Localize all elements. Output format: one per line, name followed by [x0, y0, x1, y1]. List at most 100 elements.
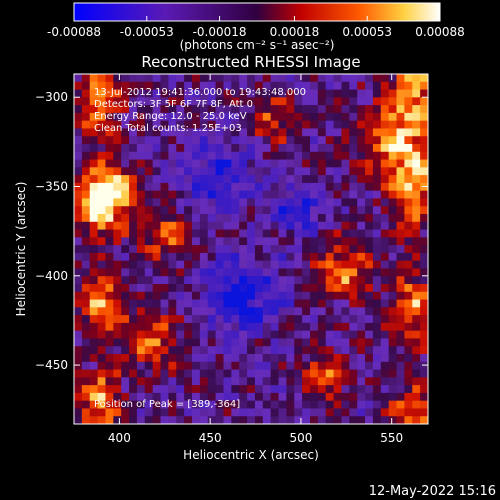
heatmap-cell	[357, 276, 366, 285]
heatmap-cell	[247, 400, 256, 410]
heatmap-cell	[144, 136, 154, 145]
heatmap-cell	[223, 214, 232, 223]
heatmap-cell	[333, 89, 343, 98]
heatmap-cell	[412, 167, 421, 176]
heatmap-cell	[262, 338, 272, 347]
heatmap-cell	[310, 307, 319, 316]
heatmap-cell	[129, 237, 138, 246]
heatmap-cell	[254, 385, 264, 394]
heatmap-cell	[192, 144, 201, 153]
heatmap-cell	[310, 354, 319, 363]
heatmap-cell	[278, 206, 287, 215]
heatmap-cell	[372, 198, 382, 207]
heatmap-cell	[262, 81, 272, 91]
heatmap-cell	[223, 74, 232, 83]
heatmap-cell	[294, 221, 303, 231]
heatmap-cell	[199, 299, 209, 308]
heatmap-cell	[388, 416, 398, 424]
heatmap-cell	[325, 338, 335, 347]
heatmap-cell	[215, 97, 225, 106]
heatmap-cell	[184, 400, 193, 410]
heatmap-cell	[223, 128, 232, 137]
heatmap-cell	[121, 369, 130, 378]
heatmap-cell	[97, 260, 107, 270]
heatmap-cell	[365, 229, 374, 238]
heatmap-cell	[247, 89, 256, 98]
heatmap-cell	[215, 229, 225, 238]
heatmap-cell	[333, 408, 343, 417]
heatmap-cell	[129, 252, 138, 262]
heatmap-cell	[239, 284, 248, 293]
heatmap-cell	[199, 214, 209, 223]
heatmap-cell	[247, 198, 256, 207]
heatmap-cell	[97, 198, 107, 207]
heatmap-cell	[365, 330, 374, 340]
heatmap-cell	[341, 284, 350, 293]
heatmap-cell	[152, 175, 162, 184]
heatmap-cell	[184, 190, 193, 200]
heatmap-cell	[121, 416, 130, 424]
heatmap-cell	[144, 276, 154, 285]
heatmap-cell	[160, 221, 169, 231]
heatmap-cell	[239, 112, 248, 122]
heatmap-cell	[215, 315, 225, 324]
heatmap-cell	[81, 392, 91, 402]
heatmap-cell	[89, 229, 99, 238]
heatmap-cell	[404, 416, 413, 424]
heatmap-cell	[333, 299, 343, 308]
heatmap-cell	[89, 385, 99, 394]
heatmap-cell	[270, 408, 280, 417]
heatmap-cell	[357, 245, 366, 254]
heatmap-cell	[420, 408, 428, 417]
heatmap-cell	[262, 214, 272, 223]
heatmap-cell	[207, 276, 217, 285]
heatmap-cell	[89, 408, 99, 417]
heatmap-cell	[215, 221, 225, 231]
heatmap-cell	[380, 385, 390, 394]
heatmap-cell	[357, 159, 366, 168]
heatmap-cell	[89, 276, 99, 285]
heatmap-cell	[199, 400, 209, 410]
heatmap-cell	[254, 392, 264, 402]
heatmap-cell	[404, 105, 413, 114]
heatmap-cell	[317, 151, 327, 161]
heatmap-cell	[365, 214, 374, 223]
heatmap-cell	[310, 151, 319, 161]
heatmap-cell	[97, 408, 107, 417]
heatmap-cell	[380, 198, 390, 207]
heatmap-cell	[357, 190, 366, 200]
heatmap-cell	[136, 330, 146, 340]
heatmap-cell	[365, 81, 374, 91]
heatmap-cell	[294, 120, 303, 130]
heatmap-cell	[168, 237, 177, 246]
heatmap-cell	[168, 198, 177, 207]
heatmap-cell	[388, 214, 398, 223]
heatmap-cell	[286, 175, 295, 184]
heatmap-cell	[97, 190, 107, 200]
heatmap-cell	[199, 330, 209, 340]
heatmap-cell	[310, 392, 319, 402]
heatmap-cell	[129, 120, 138, 130]
heatmap-cell	[199, 120, 209, 130]
heatmap-cell	[231, 338, 240, 347]
heatmap-cell	[215, 268, 225, 277]
heatmap-cell	[74, 400, 83, 410]
heatmap-cell	[404, 221, 413, 231]
heatmap-cell	[176, 144, 185, 153]
heatmap-cell	[247, 229, 256, 238]
heatmap-cell	[74, 291, 83, 301]
heatmap-cell	[294, 354, 303, 363]
heatmap-cell	[325, 346, 335, 355]
heatmap-cell	[81, 361, 91, 371]
heatmap-cell	[388, 260, 398, 270]
heatmap-cell	[380, 214, 390, 223]
heatmap-cell	[396, 245, 405, 254]
heatmap-cell	[325, 214, 335, 223]
heatmap-cell	[176, 346, 185, 355]
heatmap-cell	[380, 276, 390, 285]
heatmap-cell	[144, 392, 154, 402]
heatmap-cell	[144, 128, 154, 137]
heatmap-cell	[176, 237, 185, 246]
heatmap-cell	[152, 237, 162, 246]
heatmap-cell	[160, 284, 169, 293]
